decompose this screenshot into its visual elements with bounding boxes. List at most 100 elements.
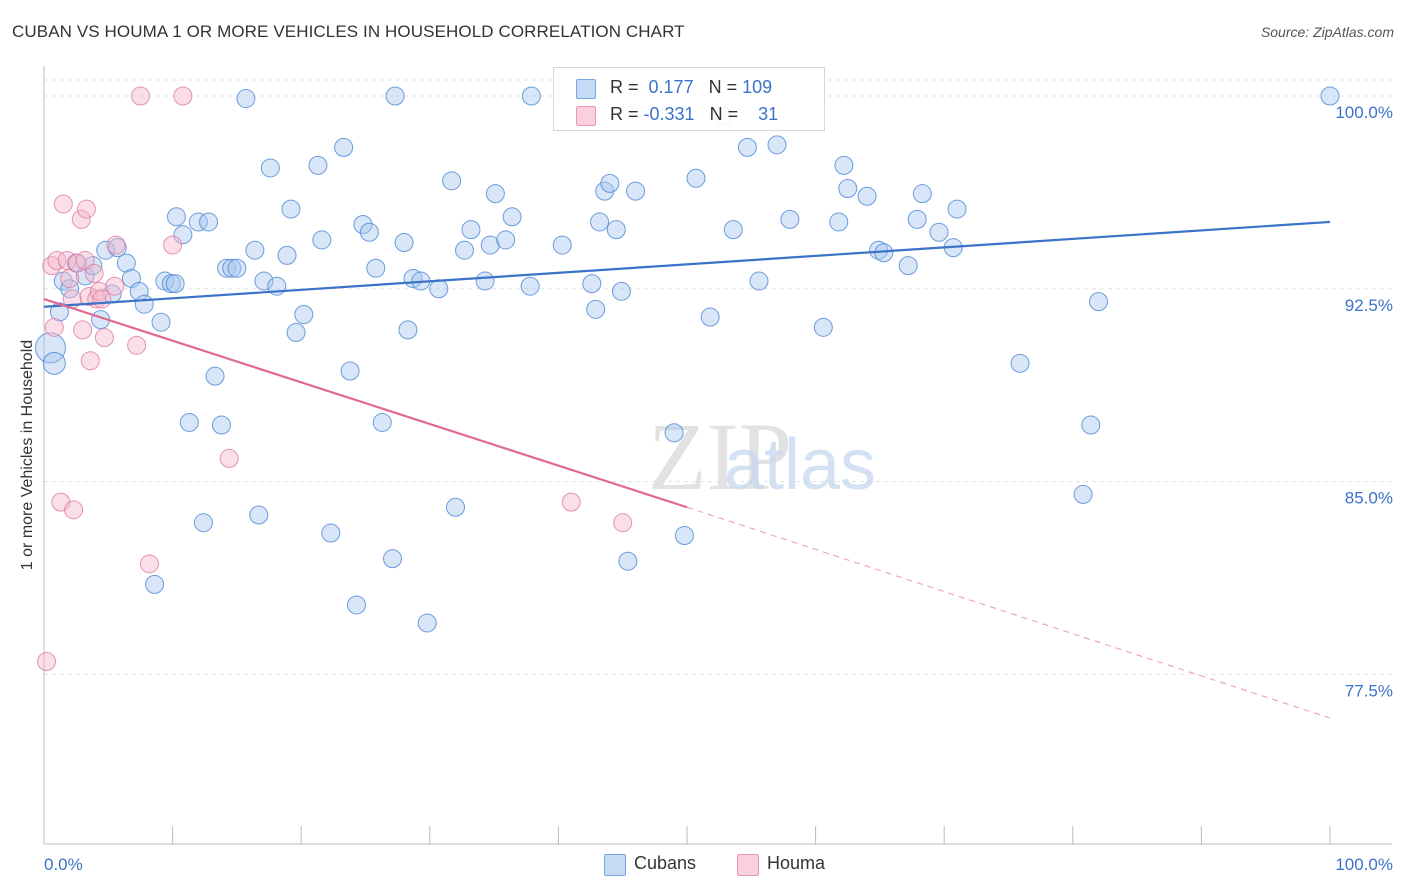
houma-point (84, 263, 104, 283)
cuban-point (947, 199, 967, 219)
cuban-point (606, 220, 626, 240)
axes (43, 66, 1392, 845)
bottom-legend-swatch-cubans (604, 854, 626, 876)
houma-point (89, 281, 109, 301)
cuban-point (1089, 292, 1109, 312)
cuban-point (222, 258, 242, 278)
r-label: R = (610, 77, 639, 97)
houma-point (64, 500, 84, 520)
houma-point (60, 268, 80, 288)
houma-point (106, 235, 126, 255)
cuban-point (912, 184, 932, 204)
cuban-point (626, 181, 646, 201)
cuban-point (586, 299, 606, 319)
y-tick-label: 77.5% (1345, 681, 1393, 700)
cuban-point (780, 209, 800, 229)
cuban-point (151, 312, 171, 332)
cuban-point (1081, 415, 1101, 435)
cuban-point (480, 235, 500, 255)
houma-trend-extension (686, 506, 1331, 719)
cuban-point (552, 235, 572, 255)
n-value-houma: 31 (758, 104, 779, 124)
cuban-point (394, 233, 414, 253)
cuban-point (700, 307, 720, 327)
bottom-legend-swatch-houma (737, 854, 759, 876)
cuban-point (664, 423, 684, 443)
cuban-point (1320, 86, 1340, 106)
houma-point (139, 554, 159, 574)
cuban-point (145, 574, 165, 594)
cuban-point (294, 304, 314, 324)
houma-point (219, 448, 239, 468)
n-value-cubans: 109 (742, 77, 773, 97)
cuban-point (188, 212, 208, 232)
cuban-point (417, 613, 437, 633)
cuban-point (236, 89, 256, 109)
bottom-legend-label-houma: Houma (767, 853, 826, 873)
n-label: N = (709, 104, 739, 124)
y-tick-label: 100.0% (1335, 103, 1393, 122)
legend-text-houma: R = -0.331 N = 31 (610, 104, 778, 125)
r-label: R = (610, 104, 639, 124)
correlation-legend: R = 0.177 N = 109 R = -0.331 N = 31 (553, 67, 825, 131)
watermark-atlas: atlas (724, 425, 876, 505)
cuban-point (502, 207, 522, 227)
bottom-legend-label-cubans: Cubans (634, 853, 697, 873)
x-tick-label-max: 100.0% (1335, 855, 1393, 874)
cuban-point (857, 186, 877, 206)
cuban-point (96, 240, 116, 260)
cuban-point (838, 179, 858, 199)
houma-point (42, 256, 62, 276)
cuban-point (353, 215, 373, 235)
data-points (34, 86, 1340, 671)
cuban-trend-line (43, 220, 1331, 308)
houma-point (44, 317, 64, 337)
y-tick-label: 92.5% (1345, 296, 1393, 315)
houma-point (561, 492, 581, 512)
r-value-houma: -0.331 (643, 104, 695, 124)
cuban-point (521, 86, 541, 106)
tick-labels: 100.0% 92.5% 85.0% 77.5% 0.0% 100.0% (44, 103, 1393, 874)
cuban-point (340, 361, 360, 381)
cuban-point (286, 322, 306, 342)
cuban-point (245, 240, 265, 260)
cuban-point (205, 366, 225, 386)
n-label: N = (708, 77, 738, 97)
cuban-point (829, 212, 849, 232)
cuban-point (686, 168, 706, 188)
cuban-point (834, 155, 854, 175)
cuban-point (723, 220, 743, 240)
cuban-point (496, 230, 516, 250)
cuban-point (227, 258, 247, 278)
cuban-point (442, 171, 462, 191)
houma-point (127, 335, 147, 355)
houma-point (105, 276, 125, 296)
cuban-point (813, 317, 833, 337)
cuban-point (134, 294, 154, 314)
cuban-point (446, 497, 466, 517)
cuban-point (254, 271, 274, 291)
cuban-point (618, 551, 638, 571)
source-label: Source: ZipAtlas.com (1260, 24, 1394, 40)
cuban-point (359, 222, 379, 242)
cuban-point (674, 526, 694, 546)
cuban-point (193, 513, 213, 533)
cuban-point (173, 225, 193, 245)
houma-point (80, 351, 100, 371)
cuban-point (211, 415, 231, 435)
cuban-point (1010, 353, 1030, 373)
y-tick-label: 85.0% (1345, 489, 1393, 508)
cuban-point (249, 505, 269, 525)
houma-point (37, 651, 57, 671)
cuban-point (346, 595, 366, 615)
cuban-point (475, 271, 495, 291)
cuban-point (898, 256, 918, 276)
houma-point (163, 235, 183, 255)
cuban-point (929, 222, 949, 242)
houma-trend-line (43, 298, 688, 509)
watermark-zip: ZIP (648, 403, 792, 510)
cuban-point (312, 230, 332, 250)
houma-point (73, 320, 93, 340)
cuban-point (590, 212, 610, 232)
cuban-point (1073, 484, 1093, 504)
